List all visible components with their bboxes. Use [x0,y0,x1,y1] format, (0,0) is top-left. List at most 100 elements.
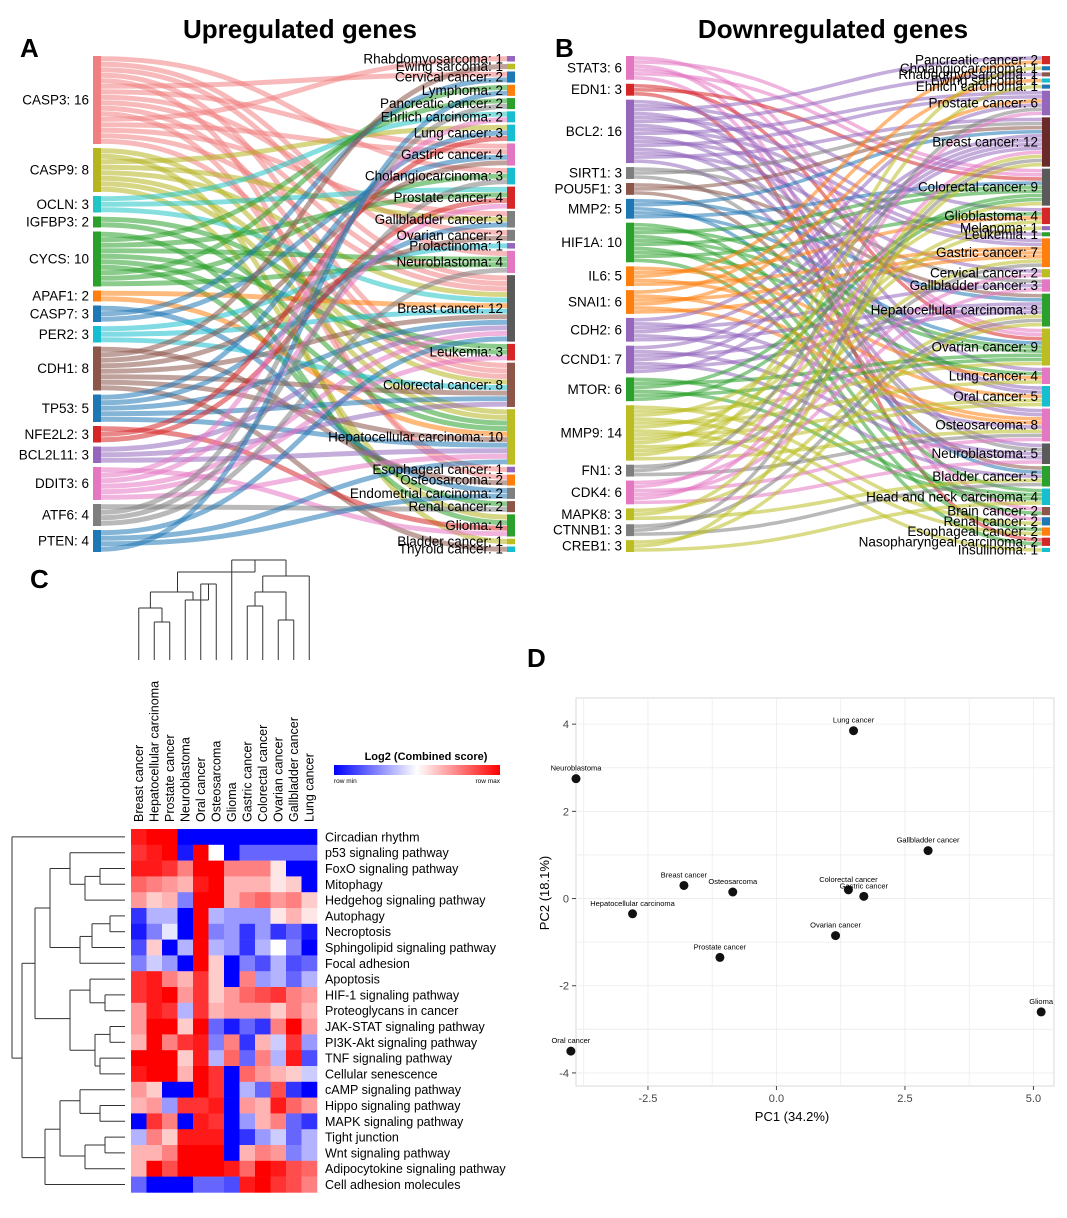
heatmap-cell [301,892,318,909]
heatmap-cell [255,955,271,972]
heatmap-cell [208,1160,225,1177]
heatmap-cell [193,1018,209,1035]
heatmap-cell [270,1066,287,1083]
heatmap-cell [193,1145,209,1162]
sankey-link [100,94,508,236]
sankey-link [100,355,508,495]
heatmap-cell [193,829,209,846]
gene-label-ccnd1: CCND1: 7 [560,352,622,367]
heatmap-cell [193,987,209,1004]
heatmap-cell [301,987,318,1004]
gene-label-atf6: ATF6: 4 [42,508,90,523]
sankey-link [100,453,508,500]
disease-node-gastric-cancer [507,143,515,166]
panel-b-title: Downregulated genes [698,14,968,44]
disease-label-lung-cancer: Lung cancer: 4 [949,368,1039,383]
heatmap-cell [239,1081,256,1098]
heatmap-col-label: Lung cancer [302,753,316,822]
heatmap-cell [208,1145,225,1162]
sankey-link [633,95,1043,148]
disease-label-cholangiocarcinoma: Cholangiocarcinoma: 1 [900,61,1038,76]
sankey-link [633,146,1043,374]
disease-label-esophageal-cancer: Esophageal cancer: 2 [907,524,1038,539]
gene-label-edn1: EDN1: 3 [571,82,622,97]
heatmap-row-label: Necroptosis [325,925,391,939]
gene-node-ddit3 [93,467,101,500]
heatmap-cell [177,923,194,940]
heatmap-cell [131,955,147,972]
heatmap-cell [255,1129,271,1146]
heatmap-cell [286,971,302,988]
heatmap-cell [208,939,225,956]
heatmap-cell [177,1066,194,1083]
heatmap-cell [146,829,163,846]
disease-label-lymphoma: Lymphoma: 2 [422,83,503,98]
heatmap-cell [224,1113,240,1130]
heatmap-cell [286,1050,302,1067]
gene-node-apaf1 [93,290,101,302]
heatmap-cell [224,1002,240,1019]
heatmap-cell [162,892,178,909]
gene-label-mmp9: MMP9: 14 [560,425,622,440]
heatmap-cell [146,1145,163,1162]
heatmap-col-label: Gallbladder cancer [287,717,301,822]
sankey-link [100,135,508,437]
heatmap-cell [193,892,209,909]
disease-node-breast-cancer [1042,117,1050,167]
heatmap-cell [270,1113,287,1130]
disease-node-ehrlich-carcinoma [507,111,515,123]
heatmap-cell [193,923,209,940]
heatmap-cell [224,876,240,893]
heatmap-cell [162,1176,178,1193]
sankey-link [633,66,1043,445]
heatmap-col-label: Glioma [225,782,239,822]
heatmap-cell [193,1066,209,1083]
heatmap-cell [131,1002,147,1019]
heatmap-cell [177,939,194,956]
disease-node-ewing-sarcoma [507,63,515,70]
sankey-link [100,493,508,547]
heatmap-cell [131,908,147,925]
heatmap-cell [131,987,147,1004]
heatmap-cell [208,829,225,846]
heatmap-cell [255,1176,271,1193]
disease-node-colorectal-cancer [507,362,515,407]
heatmap-cell [286,1129,302,1146]
heatmap-cell [131,1160,147,1177]
heatmap-row-label: FoxO signaling pathway [325,862,459,876]
heatmap-cell [193,876,209,893]
heatmap-cell [270,987,287,1004]
gene-label-cdk4: CDK4: 6 [571,485,622,500]
pca-point-prostate-cancer [715,952,725,962]
heatmap-cell [270,1145,287,1162]
heatmap-cell [193,1176,209,1193]
heatmap-cell [208,1050,225,1067]
heatmap-cell [286,1018,302,1035]
heatmap-cell [193,844,209,861]
heatmap-cell [255,829,271,846]
heatmap-cell [239,987,256,1004]
heatmap-cell [146,987,163,1004]
disease-node-bladder-cancer [507,538,515,545]
heatmap-row-label: p53 signaling pathway [325,846,449,860]
gene-node-mmp9 [626,405,634,461]
panel-a-letter: A [20,33,39,63]
sankey-link [633,183,1043,298]
heatmap-cell [270,860,287,877]
heatmap-cell [224,1081,240,1098]
disease-node-cervical-cancer [1042,269,1050,278]
heatmap-cell [131,971,147,988]
disease-label-endometrial-carcinoma: Endometrial carcinoma: 2 [350,486,503,501]
disease-label-hepatocellular-carcinoma: Hepatocellular carcinoma: 10 [328,429,503,444]
disease-label-oral-cancer: Oral cancer: 5 [953,389,1038,404]
heatmap-cell [286,1066,302,1083]
heatmap-cell [146,1066,163,1083]
disease-label-neuroblastoma: Neuroblastoma: 4 [396,254,503,269]
pca-xtick-label: 5.0 [1026,1093,1041,1105]
heatmap-cell [162,876,178,893]
sankey-link [633,314,1043,513]
heatmap-cell [239,1018,256,1035]
heatmap-cell [255,939,271,956]
gene-node-fn1 [626,464,634,477]
disease-node-pancreatic-cancer [1042,56,1050,65]
